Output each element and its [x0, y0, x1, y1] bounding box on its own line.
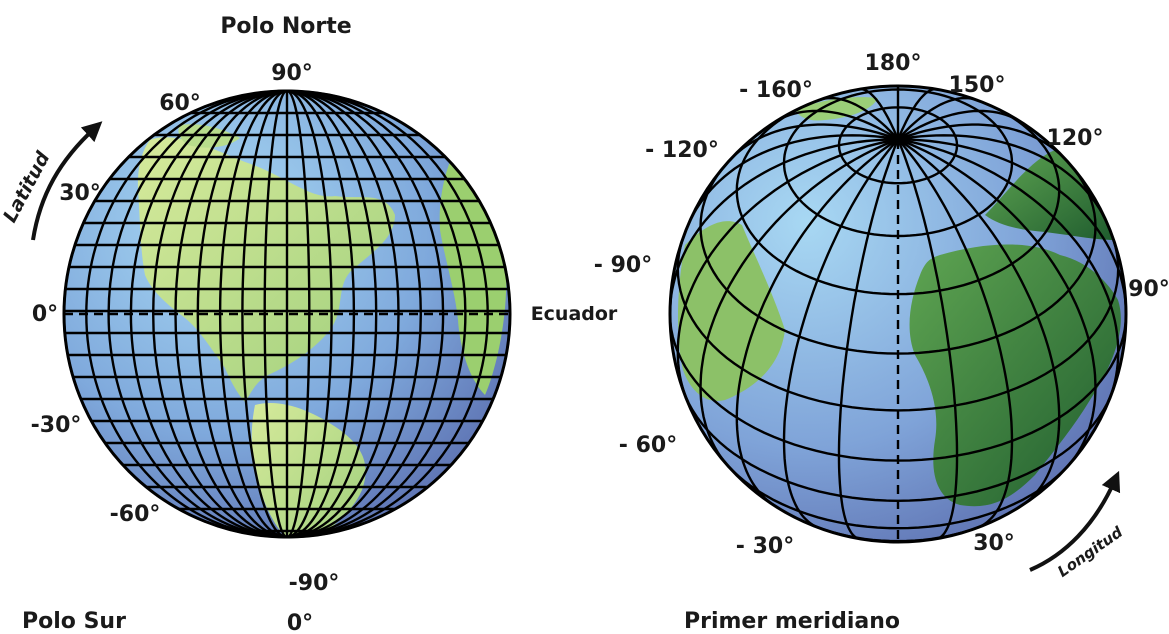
longitude-arrow — [1029, 470, 1121, 572]
lat-m30-label: -30° — [31, 413, 82, 438]
lat-m90-label: -90° — [289, 571, 340, 596]
lon-m160-label: - 160° — [739, 78, 813, 103]
meridian-line — [897, 138, 1128, 315]
meridian-line — [897, 138, 1097, 466]
meridian-line — [729, 123, 899, 161]
lon-120-label: 120° — [1047, 126, 1104, 151]
latitude-axis-label: Latitud — [0, 148, 55, 226]
lon-90-label: 90° — [1128, 277, 1169, 302]
longitude-axis-label: Longitud — [1054, 523, 1126, 581]
meridian-line — [897, 134, 1109, 225]
equator-label: Ecuador — [531, 303, 618, 325]
lon-150-label: 150° — [949, 73, 1006, 98]
lon-180-label: 180° — [865, 51, 922, 76]
lat-m60-label: -60° — [110, 502, 161, 527]
meridian-line — [897, 138, 1014, 529]
lat-60-label: 60° — [159, 91, 201, 116]
left-globe-outline — [62, 89, 512, 539]
north-pole-label: Polo Norte — [220, 14, 351, 39]
parallel-line — [726, 463, 1070, 530]
meridian-line — [897, 96, 978, 141]
bottom-meridian-label: 0° — [287, 611, 313, 634]
latitude-arrow — [31, 121, 103, 241]
lat-30-label: 30° — [59, 181, 101, 206]
meridian-line — [896, 138, 959, 540]
meridian-line — [668, 138, 899, 315]
meridian-line — [687, 134, 899, 225]
lon-m60-label: - 60° — [619, 433, 677, 458]
prime-meridian-label: Primer meridiano — [684, 609, 900, 634]
lat-90-label: 90° — [271, 61, 313, 86]
meridian-line — [735, 138, 899, 507]
lon-m30-label: - 30° — [736, 534, 794, 559]
right-globe-outline — [668, 84, 1128, 544]
meridian-line — [896, 88, 936, 140]
meridian-line — [860, 88, 900, 140]
meridian-line — [773, 109, 899, 141]
meridian-line — [897, 123, 1067, 161]
meridian-line — [837, 138, 900, 540]
right-globe-land — [677, 97, 1121, 507]
meridian-line — [782, 138, 899, 529]
meridian-line — [897, 138, 1120, 400]
meridian-line — [897, 138, 1061, 507]
lon-m120-label: - 120° — [645, 138, 719, 163]
meridian-line — [699, 138, 899, 466]
south-pole-label: Polo Sur — [22, 609, 126, 634]
lat-0-label: 0° — [32, 302, 58, 327]
left-globe — [62, 89, 512, 539]
right-globe — [668, 84, 1128, 544]
lon-30-label: 30° — [973, 531, 1015, 556]
lon-m90-label: - 90° — [594, 253, 652, 278]
meridian-line — [818, 96, 899, 141]
meridian-line — [897, 109, 1023, 141]
meridian-line — [676, 138, 899, 400]
